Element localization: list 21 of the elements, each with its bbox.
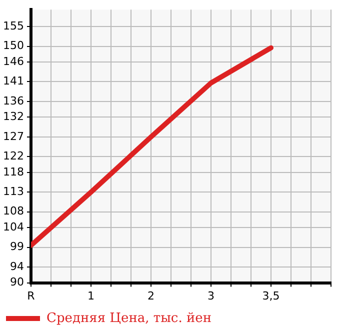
y-tick-label: 136 bbox=[2, 94, 24, 108]
y-tick-label: 127 bbox=[2, 130, 24, 143]
y-tick-label: 90 bbox=[10, 276, 24, 289]
x-tick-label: 1 bbox=[87, 289, 94, 302]
x-tick-label: 3 bbox=[208, 289, 214, 302]
x-tick-label: 3,5 bbox=[262, 289, 280, 302]
y-tick-label: 155 bbox=[2, 19, 24, 32]
y-tick-label: 94 bbox=[10, 260, 24, 273]
y-tick-label: 141 bbox=[2, 74, 24, 88]
y-tick-label: 132 bbox=[2, 110, 24, 124]
y-tick-label: 118 bbox=[2, 165, 24, 178]
y-tick-label: 104 bbox=[2, 220, 24, 234]
y-tick-label: 108 bbox=[2, 204, 24, 218]
y-tick-label: 99 bbox=[10, 240, 24, 254]
y-tick-label: 150 bbox=[2, 39, 24, 52]
y-tick-label: 122 bbox=[2, 150, 24, 163]
y-tick-label: 113 bbox=[2, 184, 24, 198]
x-tick-label: 2 bbox=[147, 289, 154, 302]
x-tick-label: R bbox=[27, 289, 36, 302]
y-tick-label: 146 bbox=[2, 54, 24, 68]
legend-label: Средняя Цена, тыс. йен bbox=[46, 310, 212, 326]
